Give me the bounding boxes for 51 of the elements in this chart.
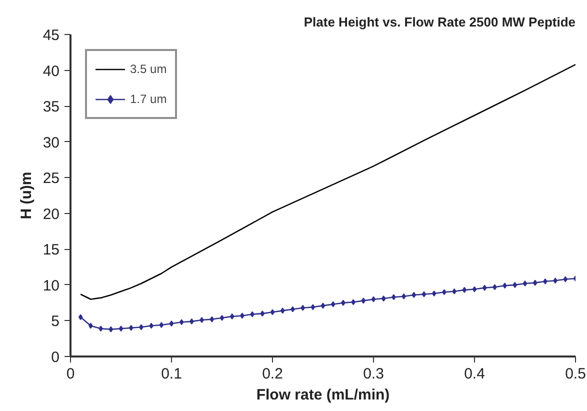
x-tick-label: 0.5	[565, 366, 586, 382]
point	[563, 276, 568, 282]
point	[260, 310, 265, 317]
point	[270, 309, 275, 316]
point	[320, 302, 326, 309]
point	[108, 326, 114, 332]
legend-label: 1.7 um	[130, 92, 167, 106]
point	[371, 296, 376, 302]
y-tick-label: 30	[42, 134, 60, 152]
point	[220, 314, 224, 321]
y-tick-label: 45	[42, 27, 60, 44]
y-tick-label: 20	[42, 206, 60, 223]
point	[118, 326, 124, 332]
x-tick-label: 0	[66, 366, 75, 382]
x-axis-title: Flow rate (mL/min)	[256, 386, 390, 404]
point	[462, 286, 467, 293]
point	[472, 286, 477, 292]
point	[361, 298, 366, 304]
point	[422, 291, 426, 298]
y-tick-label: 5	[51, 313, 60, 330]
point	[179, 319, 184, 326]
point	[522, 280, 528, 287]
point	[169, 320, 174, 327]
chart-title: Plate Height vs. Flow Rate 2500 MW Peptide	[304, 14, 576, 30]
y-tick-label: 10	[42, 277, 60, 294]
point	[230, 313, 234, 320]
point	[78, 314, 83, 320]
x-tick-label: 0.1	[161, 366, 182, 382]
y-tick-label: 35	[42, 98, 60, 116]
point	[330, 301, 336, 308]
point	[280, 308, 285, 314]
point	[482, 284, 487, 291]
x-tick-label: 0.4	[464, 366, 485, 382]
x-tick-label: 0.3	[363, 366, 384, 382]
point	[128, 324, 134, 331]
legend-label: 3.5 um	[130, 62, 167, 76]
y-tick-label: 40	[42, 62, 60, 80]
point	[532, 280, 538, 286]
y-tick-label: 0	[51, 349, 60, 366]
line-series	[80, 64, 576, 300]
point	[412, 292, 416, 298]
point	[381, 296, 386, 302]
point	[210, 316, 214, 322]
point	[512, 282, 518, 288]
point	[310, 304, 316, 310]
x-tick-label: 0.2	[262, 366, 283, 382]
y-tick-label: 25	[42, 170, 60, 188]
point	[432, 290, 436, 297]
y-tick-label: 15	[42, 242, 60, 259]
y-axis-title: H (u)m	[18, 172, 35, 220]
point	[159, 322, 164, 328]
